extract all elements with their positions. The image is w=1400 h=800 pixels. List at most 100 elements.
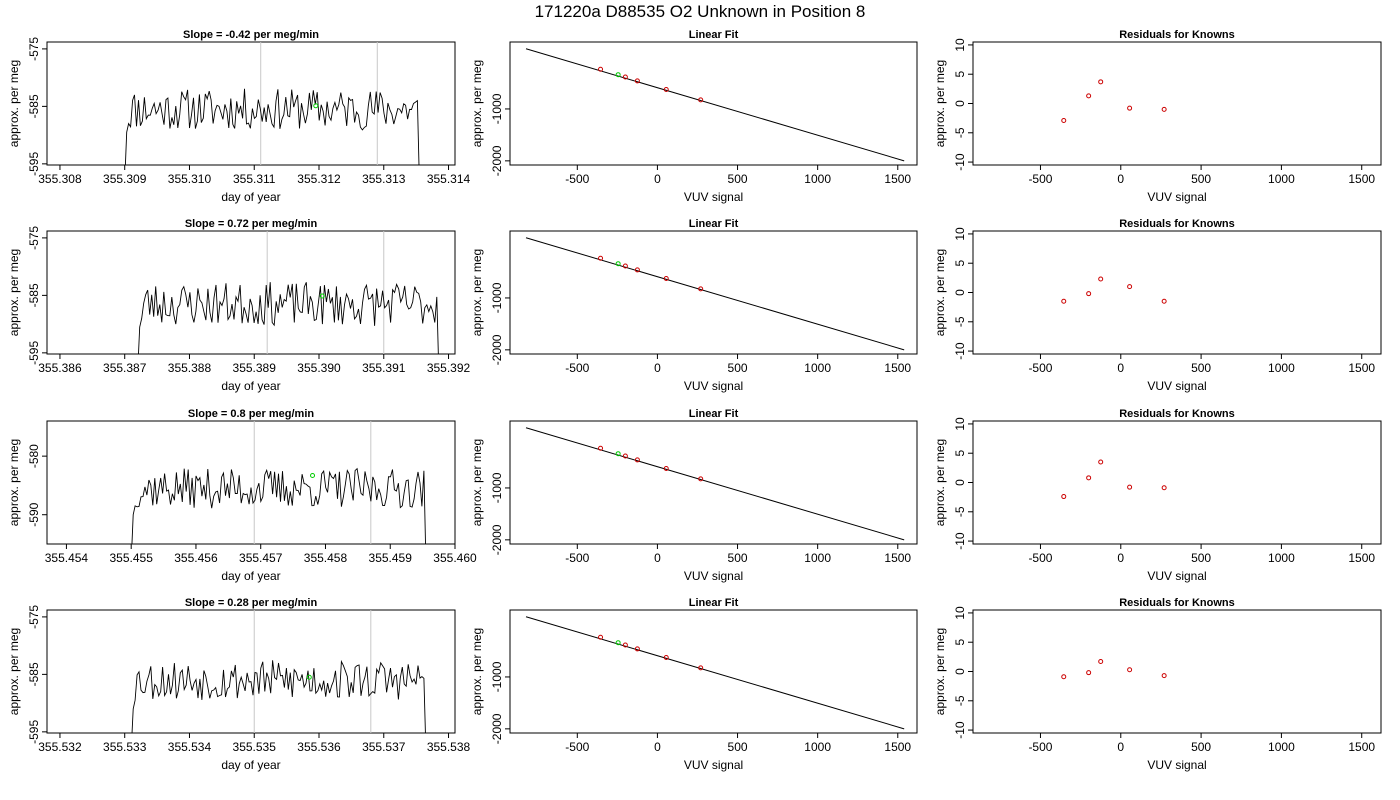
- x-tick-label: 500: [1191, 361, 1211, 375]
- plot-frame: [509, 230, 918, 355]
- x-axis-label: VUV signal: [684, 379, 743, 393]
- x-tick-label: 0: [1117, 740, 1124, 754]
- y-tick-label: 5: [953, 71, 967, 78]
- fit-line: [525, 237, 905, 351]
- x-tick-label: -500: [1028, 172, 1052, 186]
- residual-point: [1061, 674, 1067, 680]
- residual-point: [1086, 670, 1092, 676]
- x-tick-label: 1000: [804, 740, 831, 754]
- y-tick-label: -1000: [490, 661, 504, 692]
- y-tick-label: -595: [27, 152, 41, 176]
- y-tick-label: 5: [953, 450, 967, 457]
- panel-0-2: Residuals for Knowns -500 0 500 1000 1500 VUV …: [933, 29, 1382, 204]
- x-tick-label: 1000: [804, 361, 831, 375]
- y-tick-label: 5: [953, 639, 967, 646]
- time-series-line: [131, 467, 426, 544]
- known-point: [663, 86, 669, 92]
- x-tick-label: 355.455: [109, 551, 153, 565]
- y-tick-label: -5: [953, 506, 967, 517]
- unknown-point: [313, 103, 319, 109]
- y-axis-label: approx. per meg: [470, 249, 484, 336]
- x-tick-label: 355.537: [362, 740, 406, 754]
- x-tick-label: 1000: [804, 551, 831, 565]
- y-tick-label: -10: [953, 721, 967, 739]
- x-tick-label: 500: [728, 172, 748, 186]
- known-point: [698, 665, 704, 671]
- y-tick-label: 0: [953, 289, 967, 296]
- residual-point: [1086, 291, 1092, 297]
- known-point: [598, 445, 604, 451]
- known-point: [634, 646, 640, 652]
- x-tick-label: 355.533: [103, 740, 147, 754]
- time-series-line: [124, 88, 420, 165]
- known-point: [622, 74, 628, 80]
- y-tick-label: -585: [27, 662, 41, 686]
- unknown-point: [306, 674, 312, 680]
- panel-title: Slope = 0.72 per meg/min: [185, 218, 318, 230]
- panel-1-0: Slope = 0.72 per meg/min 355.386 355.387 35…: [7, 218, 471, 393]
- y-axis-label: approx. per meg: [7, 439, 21, 526]
- x-axis-label: VUV signal: [1147, 758, 1206, 772]
- x-tick-label: 500: [728, 740, 748, 754]
- x-tick-label: 0: [654, 551, 661, 565]
- residual-point: [1127, 667, 1133, 673]
- y-axis-label: approx. per meg: [470, 60, 484, 147]
- panel-3-1: Linear Fit -500 0 500 1000 1500 VUV signal -100…: [470, 597, 918, 772]
- x-tick-label: 1500: [884, 740, 911, 754]
- panel-title: Residuals for Knowns: [1119, 597, 1235, 609]
- y-axis-label: approx. per meg: [7, 628, 21, 715]
- x-axis-label: VUV signal: [684, 190, 743, 204]
- y-tick-label: 0: [953, 479, 967, 486]
- y-tick-label: 10: [953, 606, 967, 620]
- x-tick-label: -500: [565, 172, 589, 186]
- plot-frame: [509, 420, 918, 545]
- x-tick-label: 355.311: [233, 172, 276, 186]
- fit-line: [525, 427, 905, 541]
- known-point: [598, 66, 604, 72]
- panel-0-1: Linear Fit -500 0 500 1000 1500 VUV signal -100…: [470, 29, 918, 204]
- x-tick-label: 1500: [1348, 740, 1375, 754]
- panel-title: Residuals for Knowns: [1119, 218, 1235, 230]
- unknown-point: [615, 72, 621, 78]
- y-tick-label: 10: [953, 227, 967, 241]
- x-tick-label: -500: [1028, 361, 1052, 375]
- x-tick-label: 355.389: [233, 361, 277, 375]
- y-tick-label: -1000: [490, 93, 504, 124]
- panel-0-0: Slope = -0.42 per meg/min 355.308 355.309 3…: [7, 29, 471, 204]
- y-tick-label: 5: [953, 260, 967, 267]
- y-tick-label: -5: [953, 127, 967, 138]
- x-axis-label: day of year: [221, 190, 280, 204]
- x-tick-label: 355.456: [174, 551, 218, 565]
- residual-point: [1098, 79, 1104, 85]
- known-point: [622, 263, 628, 269]
- y-tick-label: -10: [953, 532, 967, 550]
- known-point: [634, 78, 640, 84]
- known-point: [634, 267, 640, 273]
- x-tick-label: 1500: [1348, 172, 1375, 186]
- x-tick-label: 0: [1117, 172, 1124, 186]
- x-axis-label: VUV signal: [684, 758, 743, 772]
- plot-frame: [972, 41, 1382, 166]
- known-point: [698, 476, 704, 482]
- panel-1-1: Linear Fit -500 0 500 1000 1500 VUV signal -100…: [470, 218, 918, 393]
- panel-title: Slope = 0.28 per meg/min: [185, 597, 318, 609]
- x-tick-label: 1000: [1268, 740, 1295, 754]
- x-tick-label: 500: [1191, 740, 1211, 754]
- unknown-point: [310, 472, 316, 478]
- y-axis-label: approx. per meg: [933, 628, 947, 715]
- known-point: [663, 654, 669, 660]
- known-point: [622, 453, 628, 459]
- x-tick-label: 0: [654, 740, 661, 754]
- x-tick-label: 355.460: [433, 551, 477, 565]
- x-tick-label: 355.391: [362, 361, 406, 375]
- x-tick-label: -500: [565, 551, 589, 565]
- time-series-line: [131, 659, 426, 733]
- plot-frame: [46, 420, 456, 545]
- x-tick-label: 500: [1191, 172, 1211, 186]
- y-tick-label: -10: [953, 153, 967, 171]
- x-tick-label: -500: [565, 361, 589, 375]
- panel-title: Linear Fit: [689, 218, 739, 230]
- x-tick-label: 355.387: [103, 361, 147, 375]
- panel-title: Linear Fit: [689, 29, 739, 41]
